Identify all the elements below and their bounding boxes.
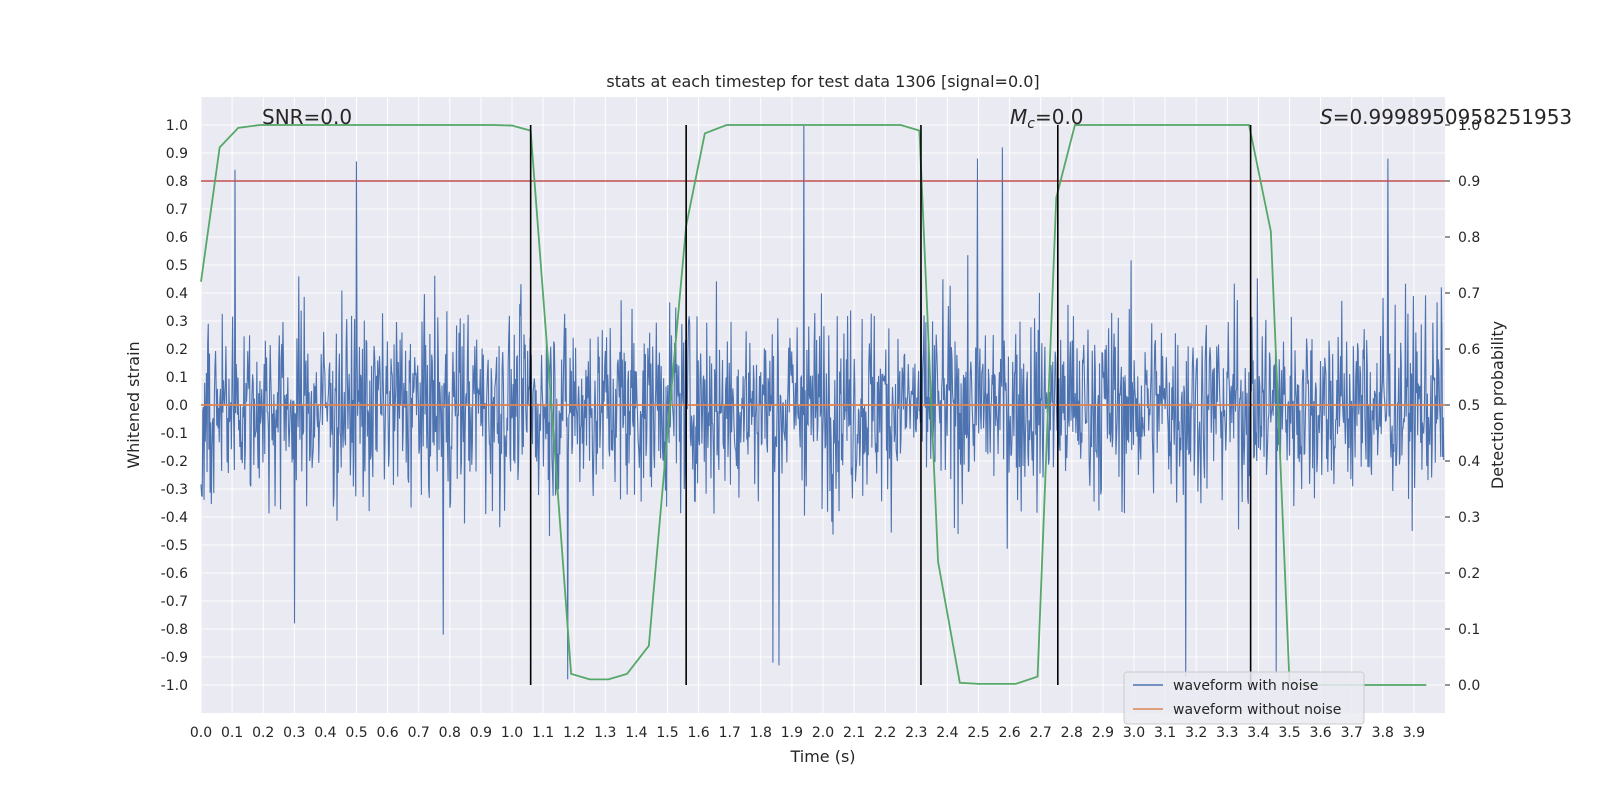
y-tick-label: 0.4 — [166, 286, 188, 302]
x-tick-label: 3.8 — [1372, 725, 1394, 741]
x-tick-label: 3.2 — [1185, 725, 1207, 741]
y-tick-label: -0.6 — [161, 566, 188, 582]
x-tick-label: 1.8 — [750, 725, 772, 741]
x-tick-label: 0.9 — [470, 725, 492, 741]
y-tick-label: -0.1 — [161, 426, 188, 442]
x-tick-label: 0.5 — [345, 725, 367, 741]
x-tick-label: 2.1 — [843, 725, 865, 741]
y-tick-label: 0.7 — [166, 202, 188, 218]
x-tick-label: 2.9 — [1092, 725, 1114, 741]
x-tick-label: 2.5 — [967, 725, 989, 741]
chart-title: stats at each timestep for test data 130… — [606, 72, 1039, 91]
y-tick-label: 0.5 — [166, 258, 188, 274]
legend-label-no-noise: waveform without noise — [1173, 702, 1341, 718]
y-tick-label-right: 0.7 — [1458, 286, 1480, 302]
y-tick-label: 0.9 — [166, 146, 188, 162]
y-tick-label: -0.3 — [161, 482, 188, 498]
x-tick-label: 3.7 — [1341, 725, 1363, 741]
s-value: =0.9998950958251953 — [1333, 105, 1572, 129]
x-tick-label: 0.2 — [252, 725, 274, 741]
y-tick-label-right: 0.8 — [1458, 230, 1480, 246]
x-tick-label: 0.1 — [221, 725, 243, 741]
y-tick-label: 0.2 — [166, 342, 188, 358]
x-tick-label: 2.3 — [905, 725, 927, 741]
x-tick-label: 0.7 — [408, 725, 430, 741]
series-layer — [200, 124, 1445, 686]
y-tick-label: -1.0 — [161, 678, 188, 694]
y-tick-label-right: 1.0 — [1458, 118, 1480, 134]
x-tick-label: 3.0 — [1123, 725, 1145, 741]
noise-waveform-line — [200, 124, 1445, 680]
x-tick-label: 0.6 — [376, 725, 398, 741]
y-tick-label-right: 0.6 — [1458, 342, 1480, 358]
y-tick-label-right: 0.4 — [1458, 454, 1480, 470]
x-tick-label: 2.4 — [936, 725, 958, 741]
x-tick-label: 0.4 — [314, 725, 336, 741]
x-tick-label: 2.0 — [812, 725, 834, 741]
x-tick-label: 3.6 — [1309, 725, 1331, 741]
mc-subscript: c — [1027, 116, 1035, 132]
y-tick-label: -0.4 — [161, 510, 188, 526]
x-tick-label: 2.6 — [998, 725, 1020, 741]
x-tick-label: 1.7 — [719, 725, 741, 741]
mc-value: =0.0 — [1035, 105, 1084, 129]
y-tick-label: -0.9 — [161, 650, 188, 666]
legend-label-noise: waveform with noise — [1173, 678, 1318, 694]
x-tick-label: 3.9 — [1403, 725, 1425, 741]
x-tick-label: 3.1 — [1154, 725, 1176, 741]
y-tick-label-right: 0.1 — [1458, 622, 1480, 638]
x-tick-label: 1.2 — [563, 725, 585, 741]
y-axis-label: Whitened strain — [124, 341, 143, 468]
x-tick-label: 1.1 — [532, 725, 554, 741]
x-tick-label: 1.9 — [781, 725, 803, 741]
y-tick-label: -0.8 — [161, 622, 188, 638]
y-tick-label-right: 0.0 — [1458, 678, 1480, 694]
y-tick-label: -0.7 — [161, 594, 188, 610]
x-tick-label: 3.5 — [1278, 725, 1300, 741]
mc-symbol: M — [1010, 105, 1027, 129]
s-annotation: S=0.9998950958251953 — [1320, 105, 1572, 129]
y-tick-label: -0.5 — [161, 538, 188, 554]
mc-annotation: Mc=0.0 — [1010, 105, 1084, 132]
x-tick-label: 2.8 — [1061, 725, 1083, 741]
x-tick-label: 0.8 — [439, 725, 461, 741]
snr-annotation: SNR=0.0 — [262, 105, 352, 129]
x-tick-label: 3.3 — [1216, 725, 1238, 741]
y-axis-label-right: Detection probability — [1488, 321, 1507, 489]
y-tick-label-right: 0.5 — [1458, 398, 1480, 414]
y-tick-label: 0.3 — [166, 314, 188, 330]
x-tick-label: 0.3 — [283, 725, 305, 741]
y-tick-label: 0.8 — [166, 174, 188, 190]
x-ticks: 0.0 0.1 0.2 0.3 0.4 0.5 0.6 0.7 0.8 0.9 1.0 1.1 1.2 1… — [190, 725, 1425, 741]
x-tick-label: 1.3 — [594, 725, 616, 741]
x-tick-label: 1.5 — [656, 725, 678, 741]
y-ticks-right: 1.0 0.9 0.8 0.7 0.6 0.5 0.4 0.3 0.2 0.1 0.0 — [1445, 118, 1480, 694]
y-tick-label: 1.0 — [166, 118, 188, 134]
y-ticks: 1.0 0.9 0.8 0.7 0.6 0.5 0.4 0.3 0.2 0.1 0.0 -0.1 -0.… — [161, 118, 188, 694]
detection-probability-line — [200, 124, 1427, 686]
x-tick-label: 3.4 — [1247, 725, 1269, 741]
legend: waveform with noise waveform without noi… — [1123, 671, 1365, 725]
x-tick-label: 2.7 — [1030, 725, 1052, 741]
y-tick-label-right: 0.3 — [1458, 510, 1480, 526]
x-axis-label: Time (s) — [789, 747, 855, 766]
x-tick-label: 1.4 — [625, 725, 647, 741]
s-symbol: S — [1320, 105, 1333, 129]
x-tick-label: 1.6 — [687, 725, 709, 741]
x-tick-label: 0.0 — [190, 725, 212, 741]
y-tick-label-right: 0.9 — [1458, 174, 1480, 190]
y-tick-label: 0.1 — [166, 370, 188, 386]
y-tick-label: 0.0 — [166, 398, 188, 414]
x-tick-label: 2.2 — [874, 725, 896, 741]
legend-box — [1123, 671, 1365, 725]
y-tick-label: -0.2 — [161, 454, 188, 470]
y-tick-label-right: 0.2 — [1458, 566, 1480, 582]
vertical-markers — [529, 125, 1252, 685]
y-tick-label: 0.6 — [166, 230, 188, 246]
x-tick-label: 1.0 — [501, 725, 523, 741]
